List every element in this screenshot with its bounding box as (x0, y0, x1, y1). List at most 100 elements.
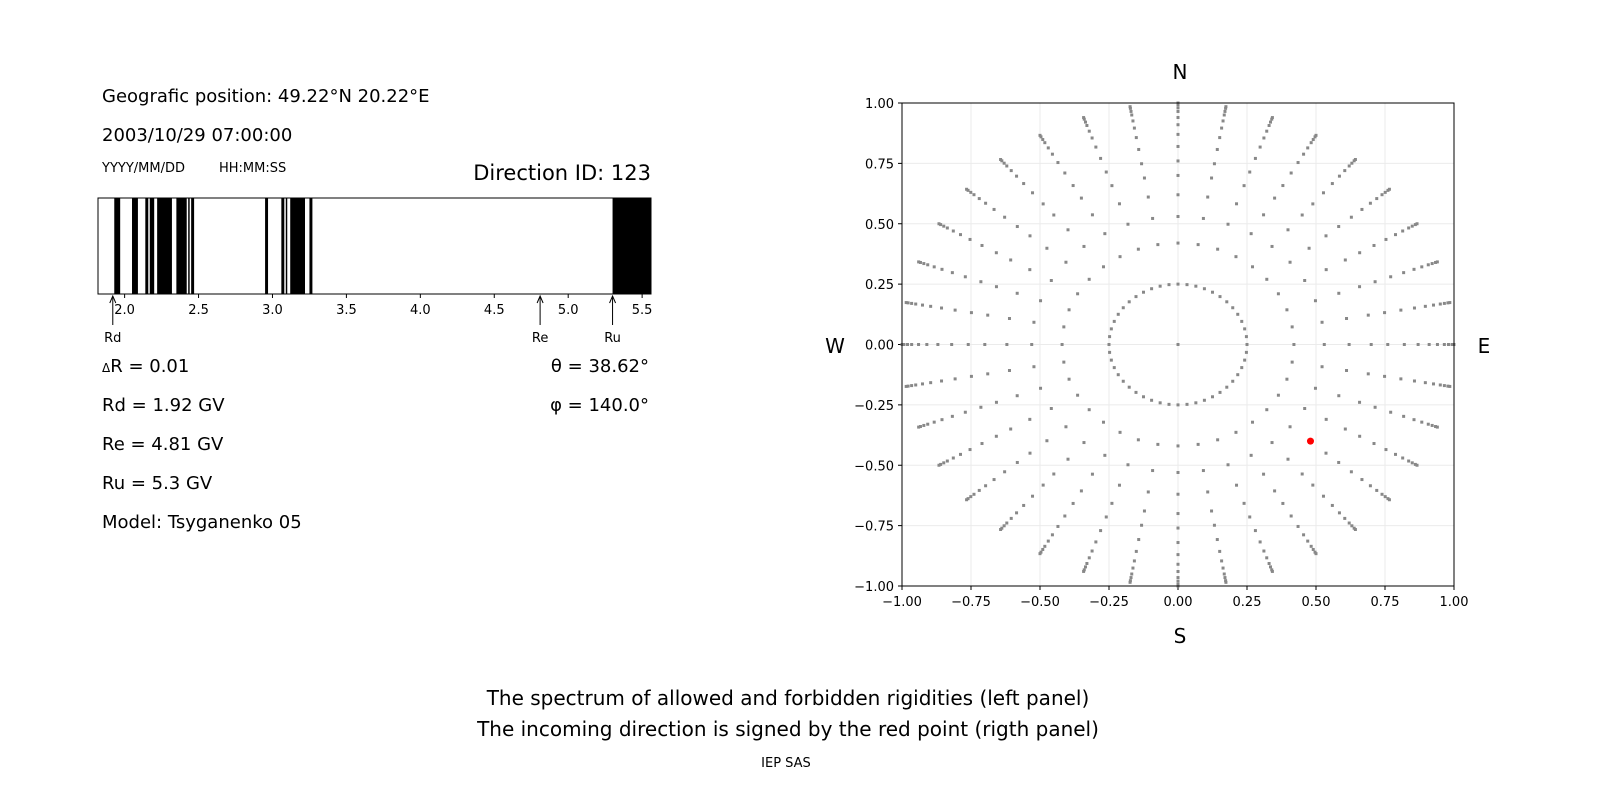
grid-point (1127, 385, 1131, 389)
grid-point (1265, 408, 1269, 412)
grid-point (1134, 549, 1138, 553)
grid-point (1015, 460, 1019, 464)
grid-point (1210, 176, 1214, 180)
y-tick-label: −1.00 (854, 580, 894, 595)
y-tick-label: 1.00 (865, 97, 894, 112)
grid-point (992, 478, 996, 482)
grid-point (1420, 265, 1424, 269)
grid-point (992, 207, 996, 211)
grid-point (1267, 124, 1271, 128)
grid-point (1201, 469, 1205, 473)
grid-point (1202, 398, 1206, 402)
footer-line-2: The incoming direction is signed by the … (477, 717, 1099, 741)
y-tick-label: 0.00 (865, 339, 894, 354)
grid-point (986, 313, 990, 317)
delta-r-value: R = 0.01 (110, 356, 190, 377)
forbidden-band (188, 198, 190, 294)
grid-point (1082, 244, 1086, 248)
grid-point (1296, 161, 1300, 165)
grid-point (1401, 229, 1405, 233)
compass-north: N (1173, 60, 1188, 84)
grid-point (994, 251, 998, 255)
grid-point (1215, 538, 1219, 542)
y-tick-label: 0.75 (865, 157, 894, 172)
grid-point (1343, 516, 1347, 520)
grid-point (1118, 430, 1122, 434)
grid-point (1258, 145, 1262, 149)
x-tick-label: 0.00 (1164, 595, 1193, 610)
grid-point (999, 527, 1003, 531)
grid-point (1302, 533, 1306, 537)
grid-point (1003, 215, 1007, 219)
grid-point (940, 418, 944, 422)
marker-label-re: Re (532, 331, 548, 346)
grid-point (1358, 434, 1362, 438)
grid-point (1375, 197, 1379, 201)
grid-point (1350, 524, 1354, 528)
grid-point (1375, 488, 1379, 492)
grid-point (1104, 170, 1108, 174)
grid-point (1176, 343, 1180, 346)
grid-point (1090, 213, 1094, 217)
grid-point (1176, 512, 1180, 516)
grid-point (906, 343, 910, 346)
forbidden-band (309, 198, 313, 294)
grid-point (1286, 457, 1290, 461)
grid-point (1136, 438, 1140, 442)
grid-point (929, 381, 933, 385)
grid-point (1009, 169, 1013, 173)
grid-point (984, 201, 988, 205)
grid-point (1129, 109, 1133, 113)
grid-point (1176, 109, 1180, 113)
grid-point (1041, 138, 1045, 142)
grid-point (1269, 120, 1273, 124)
grid-point (1288, 260, 1292, 264)
grid-point (945, 226, 949, 230)
grid-point (1324, 417, 1328, 421)
x-tick-label: 0.75 (1371, 595, 1400, 610)
grid-point (910, 301, 914, 305)
grid-point (1108, 335, 1112, 339)
grid-point (1079, 489, 1083, 493)
grid-point (1423, 304, 1427, 308)
grid-point (1324, 451, 1328, 455)
geo-position: Geografic position: 49.22°N 20.22°E (102, 86, 430, 107)
grid-point (1402, 343, 1406, 346)
grid-point (1176, 526, 1180, 530)
grid-point (1038, 552, 1042, 556)
grid-point (1223, 109, 1227, 113)
grid-point (1085, 561, 1089, 565)
grid-point (1094, 145, 1098, 149)
grid-point (1426, 422, 1430, 426)
grid-point (1134, 390, 1138, 394)
grid-point (1085, 124, 1089, 128)
grid-point (1043, 141, 1047, 145)
grid-point (1360, 478, 1364, 482)
grid-point (1373, 280, 1377, 284)
grid-point (1131, 119, 1135, 123)
grid-point (1150, 287, 1154, 291)
grid-point (917, 260, 921, 264)
grid-point (1224, 106, 1228, 110)
compass-west: W (825, 334, 845, 358)
grid-point (1117, 202, 1121, 206)
grid-point (1431, 382, 1435, 386)
phi-value: φ = 140.0° (550, 395, 649, 416)
grid-point (1076, 393, 1080, 397)
grid-point (1253, 156, 1257, 160)
grid-point (1082, 117, 1086, 121)
grid-point (1309, 141, 1313, 145)
grid-point (1185, 283, 1189, 287)
grid-point (1243, 327, 1247, 331)
grid-point (921, 382, 925, 386)
grid-point (1150, 398, 1154, 402)
grid-point (951, 229, 955, 233)
grid-point (1052, 213, 1056, 217)
grid-point (1146, 490, 1150, 494)
arrow-head-icon (536, 294, 544, 304)
grid-point (1158, 284, 1162, 288)
grid-point (969, 311, 973, 315)
grid-point (1060, 343, 1064, 346)
grid-point (1103, 453, 1107, 457)
grid-point (1110, 184, 1114, 188)
